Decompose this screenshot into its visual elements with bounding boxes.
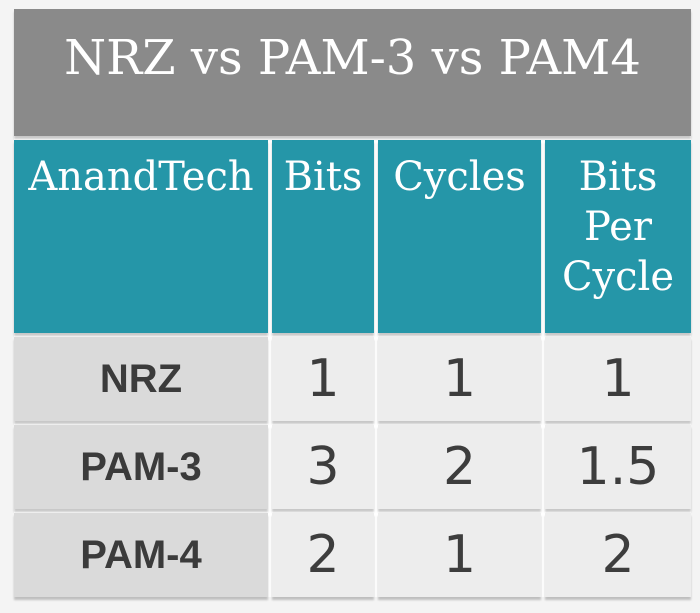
cell-pam3-cycles: 2 [378,425,541,509]
cell-pam3-bits-per-cycle: 1.5 [545,425,691,509]
header-cell-anandtech: AnandTech [14,140,268,333]
row-pam4-label: PAM-4 [14,513,268,597]
comparison-table: NRZ vs PAM-3 vs PAM4 AnandTech Bits Cycl… [14,9,691,597]
cell-nrz-cycles: 1 [378,337,541,421]
header-cell-cycles: Cycles [378,140,541,333]
header-cell-bits: Bits [272,140,374,333]
row-nrz-label: NRZ [14,337,268,421]
cell-nrz-bits-per-cycle: 1 [545,337,691,421]
cell-pam4-bits: 2 [272,513,374,597]
cell-pam4-bits-per-cycle: 2 [545,513,691,597]
row-pam3-label: PAM-3 [14,425,268,509]
cell-pam3-bits: 3 [272,425,374,509]
header-cell-bits-per-cycle: Bits Per Cycle [545,140,691,333]
page: NRZ vs PAM-3 vs PAM4 AnandTech Bits Cycl… [14,9,691,597]
cell-nrz-bits: 1 [272,337,374,421]
cell-pam4-cycles: 1 [378,513,541,597]
table-title: NRZ vs PAM-3 vs PAM4 [14,9,691,136]
